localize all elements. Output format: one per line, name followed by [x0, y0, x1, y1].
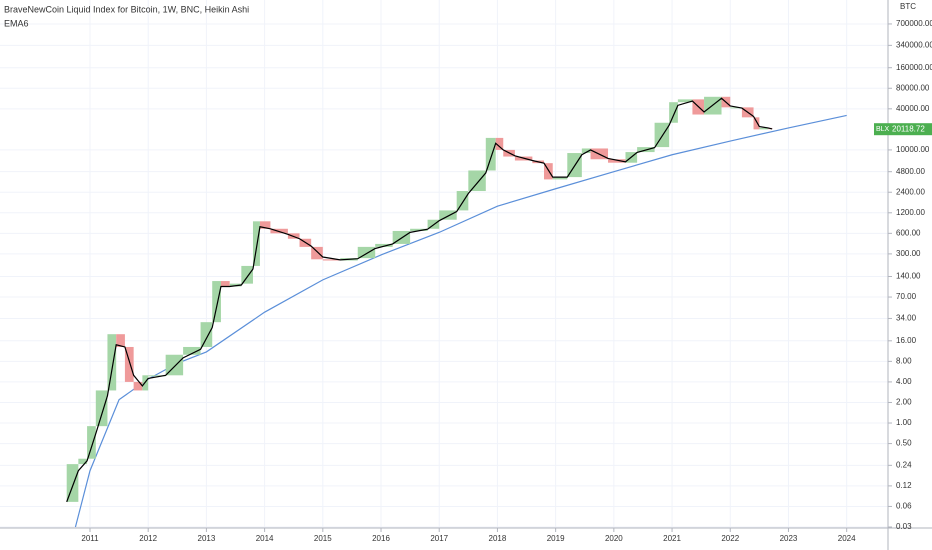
y-axis-unit: BTC: [900, 2, 916, 11]
x-tick-label: 2024: [838, 534, 856, 543]
y-tick-label: 16.00: [896, 336, 917, 345]
candle: [95, 390, 108, 427]
candle: [78, 458, 88, 465]
x-tick-label: 2017: [430, 534, 448, 543]
y-tick-label: 8.00: [896, 356, 912, 365]
y-tick-label: 4800.00: [896, 167, 925, 176]
x-tick-label: 2019: [547, 534, 565, 543]
chart-title: BraveNewCoin Liquid Index for Bitcoin, 1…: [4, 4, 249, 14]
candle: [87, 426, 96, 459]
candle: [259, 221, 271, 229]
candle: [669, 102, 678, 123]
legend-entry: EMA6: [4, 18, 29, 28]
y-tick-label: 70.00: [896, 292, 917, 301]
x-tick-label: 2015: [314, 534, 332, 543]
y-tick-label: 4.00: [896, 377, 912, 386]
candle: [241, 265, 253, 284]
candle: [456, 191, 469, 211]
x-tick-label: 2016: [372, 534, 390, 543]
series-tag-label: BLX: [876, 126, 890, 133]
x-tick-label: 2014: [256, 534, 274, 543]
y-tick-label: 10000.00: [896, 145, 930, 154]
y-tick-label: 40000.00: [896, 104, 930, 113]
y-tick-label: 300.00: [896, 249, 921, 258]
price-tag: [888, 123, 932, 136]
candle: [495, 137, 504, 150]
x-tick-label: 2020: [605, 534, 623, 543]
candle: [200, 322, 213, 347]
x-tick-label: 2012: [139, 534, 157, 543]
marks: [66, 96, 847, 528]
candle: [439, 210, 457, 220]
y-tick-label: 0.06: [896, 502, 912, 511]
candle: [133, 381, 143, 391]
y-tick-label: 2.00: [896, 398, 912, 407]
candle: [124, 346, 134, 382]
candle: [148, 375, 166, 377]
y-tick-label: 600.00: [896, 228, 921, 237]
y-tick-label: 2400.00: [896, 187, 925, 196]
y-tick-label: 700000.00: [896, 19, 932, 28]
candle: [311, 246, 323, 260]
y-tick-label: 140.00: [896, 272, 921, 281]
ema-line: [66, 97, 773, 503]
x-tick-label: 2011: [81, 534, 99, 543]
candle: [183, 346, 201, 355]
candle: [552, 177, 568, 180]
x-tick-label: 2021: [663, 534, 681, 543]
y-tick-label: 34.00: [896, 314, 917, 323]
candle: [229, 283, 242, 287]
candle: [322, 259, 341, 261]
candle: [375, 243, 393, 247]
y-tick-label: 0.50: [896, 439, 912, 448]
price-tag-label: 20118.72: [892, 124, 925, 133]
x-tick-label: 2023: [780, 534, 798, 543]
y-tick-label: 1.00: [896, 418, 912, 427]
candle: [485, 137, 496, 171]
candle: [677, 99, 693, 103]
candle: [220, 281, 230, 287]
grid: [0, 0, 888, 528]
candle: [543, 163, 553, 180]
x-tick-label: 2018: [489, 534, 507, 543]
candle: [357, 246, 376, 259]
y-tick-label: 160000.00: [896, 63, 932, 72]
candle: [730, 107, 742, 109]
candle: [468, 170, 486, 192]
candle: [753, 117, 760, 130]
x-tick-label: 2022: [721, 534, 739, 543]
y-tick-label: 80000.00: [896, 83, 930, 92]
candle: [608, 159, 626, 163]
x-tick-label: 2013: [198, 534, 216, 543]
candle: [581, 148, 591, 154]
candle: [212, 281, 221, 323]
candle: [410, 228, 428, 231]
candle: [759, 127, 769, 130]
y-tick-label: 0.24: [896, 460, 912, 469]
candle: [107, 334, 117, 391]
y-tick-label: 0.12: [896, 481, 912, 490]
candle: [66, 464, 79, 502]
y-tick-label: 0.03: [896, 522, 912, 531]
y-tick-label: 340000.00: [896, 40, 932, 49]
candle: [252, 221, 260, 266]
candle: [116, 334, 125, 347]
y-tick-label: 1200.00: [896, 208, 925, 217]
series-tag: [874, 123, 888, 136]
